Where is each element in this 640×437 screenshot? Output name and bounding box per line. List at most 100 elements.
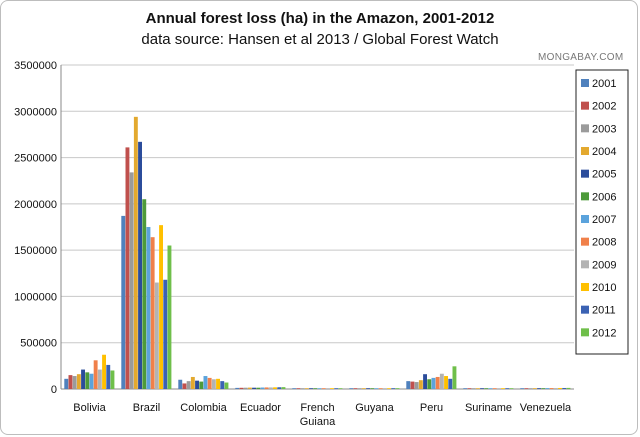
watermark: MONGABAY.COM (538, 52, 624, 63)
bar-suriname-2011 (505, 388, 510, 389)
bar-bolivia-2002 (68, 375, 73, 389)
bar-brazil-2011 (163, 279, 168, 389)
bar-french-guiana-2010 (330, 388, 334, 389)
bar-french-guiana-2003 (300, 388, 305, 389)
bar-ecuador-2009 (268, 387, 273, 389)
bar-guyana-2006 (370, 388, 375, 389)
y-tick-label: 500000 (20, 338, 57, 350)
bar-peru-2009 (439, 373, 444, 389)
legend-swatch-2006 (581, 192, 589, 201)
bar-suriname-2003 (471, 388, 476, 389)
bar-colombia-2005 (195, 380, 199, 389)
bar-bolivia-2010 (102, 354, 106, 389)
bar-colombia-2009 (211, 379, 216, 389)
chart-title: Annual forest loss (ha) in the Amazon, 2… (145, 10, 495, 27)
x-category-label: French Guiana (300, 402, 336, 428)
bar-colombia-2012 (224, 382, 229, 389)
bar-brazil-2012 (167, 245, 172, 389)
bar-french-guiana-2012 (338, 388, 343, 389)
bar-peru-2004 (418, 380, 423, 389)
y-tick-label: 1500000 (14, 245, 57, 257)
bar-ecuador-2006 (256, 387, 261, 389)
bar-colombia-2002 (182, 383, 187, 389)
legend-label-2008: 2008 (592, 237, 616, 249)
bar-french-guiana-2005 (309, 388, 313, 389)
bar-peru-2007 (431, 377, 436, 389)
bar-french-guiana-2009 (325, 388, 330, 389)
bar-brazil-2007 (146, 227, 151, 389)
legend-swatch-2009 (581, 260, 589, 269)
gridlines (61, 64, 574, 344)
bar-guyana-2010 (387, 388, 391, 389)
legend-swatch-2010 (581, 283, 589, 291)
bar-ecuador-2010 (273, 387, 277, 389)
bar-brazil-2002 (125, 147, 130, 389)
bar-colombia-2008 (207, 377, 212, 389)
x-category-label: Suriname (465, 402, 512, 414)
legend-swatch-2004 (581, 147, 589, 155)
bar-venezuela-2011 (562, 387, 567, 389)
y-tick-label: 3500000 (14, 60, 57, 72)
bar-colombia-2010 (216, 378, 220, 389)
bar-suriname-2007 (488, 388, 493, 389)
bar-venezuela-2005 (537, 388, 541, 389)
legend-swatch-2001 (581, 79, 589, 87)
bar-peru-2003 (414, 382, 419, 389)
bar-french-guiana-2007 (317, 388, 322, 389)
y-tick-label: 3000000 (14, 106, 57, 118)
bar-peru-2008 (435, 376, 440, 389)
bar-peru-2010 (444, 376, 448, 389)
bar-ecuador-2011 (277, 387, 282, 389)
bar-guyana-2005 (366, 388, 370, 389)
bar-peru-2005 (423, 374, 427, 389)
bar-venezuela-2004 (532, 388, 537, 389)
bar-french-guiana-2001 (292, 388, 297, 389)
legend-swatch-2002 (581, 101, 589, 110)
bar-suriname-2001 (463, 388, 468, 389)
bar-ecuador-2004 (247, 387, 252, 389)
bar-suriname-2006 (484, 388, 489, 389)
bar-guyana-2008 (378, 388, 383, 389)
y-tick-label: 2000000 (14, 199, 57, 211)
legend-swatch-2008 (581, 237, 589, 246)
legend-label-2009: 2009 (592, 259, 616, 271)
bar-guyana-2012 (395, 388, 400, 389)
bar-french-guiana-2006 (313, 388, 318, 389)
bar-bolivia-2009 (97, 369, 102, 389)
bar-venezuela-2008 (549, 388, 554, 389)
bar-bolivia-2012 (110, 370, 115, 389)
legend-swatch-2003 (581, 124, 589, 133)
bar-guyana-2011 (391, 388, 396, 389)
bar-ecuador-2005 (252, 387, 256, 389)
bar-brazil-2010 (159, 225, 163, 389)
legend-label-2003: 2003 (592, 123, 616, 135)
bar-colombia-2003 (186, 381, 191, 389)
legend-label-2002: 2002 (592, 101, 616, 113)
legend-label-2011: 2011 (592, 305, 616, 317)
x-category-label: Peru (420, 402, 443, 414)
bar-guyana-2003 (357, 388, 362, 389)
bar-bolivia-2001 (64, 378, 69, 389)
bar-brazil-2006 (142, 199, 147, 389)
bar-brazil-2005 (138, 141, 142, 389)
bar-brazil-2004 (133, 116, 138, 389)
x-category-label: Ecuador (240, 402, 281, 414)
y-tick-label: 0 (51, 384, 57, 396)
bar-bolivia-2003 (72, 376, 77, 389)
y-tick-label: 2500000 (14, 153, 57, 165)
bar-ecuador-2002 (239, 387, 244, 389)
bar-colombia-2004 (190, 376, 195, 389)
legend-label-2010: 2010 (592, 282, 616, 294)
bar-brazil-2001 (121, 215, 126, 389)
bars (64, 116, 571, 389)
bar-brazil-2003 (129, 172, 134, 389)
bar-venezuela-2001 (520, 388, 525, 389)
bar-venezuela-2003 (528, 388, 533, 389)
bar-venezuela-2002 (524, 388, 529, 389)
bar-suriname-2004 (475, 388, 480, 389)
x-category-label: Colombia (180, 402, 227, 414)
x-category-label: Bolivia (73, 402, 106, 414)
bar-french-guiana-2008 (321, 388, 326, 389)
